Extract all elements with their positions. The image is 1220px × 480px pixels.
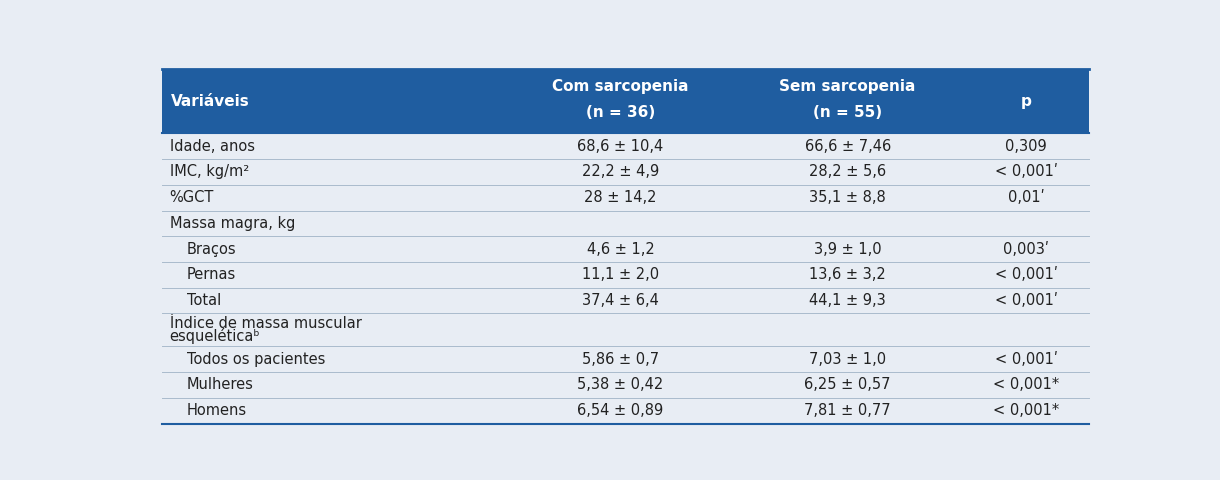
Bar bbox=[162, 398, 1088, 423]
Text: 11,1 ± 2,0: 11,1 ± 2,0 bbox=[582, 267, 659, 282]
Text: %GCT: %GCT bbox=[170, 190, 214, 205]
Text: < 0,001*: < 0,001* bbox=[993, 377, 1059, 393]
Text: esqueléticaᵇ: esqueléticaᵇ bbox=[170, 328, 260, 345]
Text: < 0,001ʹ: < 0,001ʹ bbox=[994, 165, 1058, 180]
Text: (n = 36): (n = 36) bbox=[586, 105, 655, 120]
Text: (n = 55): (n = 55) bbox=[813, 105, 882, 120]
Text: 3,9 ± 1,0: 3,9 ± 1,0 bbox=[814, 241, 881, 257]
Text: Todos os pacientes: Todos os pacientes bbox=[187, 352, 325, 367]
Text: Braços: Braços bbox=[187, 241, 237, 257]
Text: 37,4 ± 6,4: 37,4 ± 6,4 bbox=[582, 293, 659, 308]
Text: 35,1 ± 8,8: 35,1 ± 8,8 bbox=[809, 190, 886, 205]
Text: < 0,001ʹ: < 0,001ʹ bbox=[994, 267, 1058, 282]
Text: Pernas: Pernas bbox=[187, 267, 235, 282]
Text: 7,81 ± 0,77: 7,81 ± 0,77 bbox=[804, 403, 891, 418]
Text: Índice de massa muscular: Índice de massa muscular bbox=[170, 316, 361, 331]
Text: Total: Total bbox=[187, 293, 221, 308]
Text: < 0,001ʹ: < 0,001ʹ bbox=[994, 293, 1058, 308]
Bar bbox=[162, 313, 1088, 347]
Text: 0,003ʹ: 0,003ʹ bbox=[1003, 241, 1049, 257]
Bar bbox=[162, 288, 1088, 313]
Text: Idade, anos: Idade, anos bbox=[170, 139, 255, 154]
Bar bbox=[162, 347, 1088, 372]
Text: 68,6 ± 10,4: 68,6 ± 10,4 bbox=[577, 139, 664, 154]
Text: 6,54 ± 0,89: 6,54 ± 0,89 bbox=[577, 403, 664, 418]
Bar bbox=[162, 159, 1088, 185]
Bar bbox=[162, 133, 1088, 159]
Bar bbox=[162, 262, 1088, 288]
Text: 0,01ʹ: 0,01ʹ bbox=[1008, 190, 1044, 205]
Text: Sem sarcopenia: Sem sarcopenia bbox=[780, 79, 916, 94]
Text: 28,2 ± 5,6: 28,2 ± 5,6 bbox=[809, 165, 886, 180]
Text: Mulheres: Mulheres bbox=[187, 377, 254, 393]
Bar bbox=[162, 69, 1088, 133]
Text: 5,86 ± 0,7: 5,86 ± 0,7 bbox=[582, 352, 659, 367]
Text: Variáveis: Variáveis bbox=[171, 94, 250, 108]
Text: 66,6 ± 7,46: 66,6 ± 7,46 bbox=[804, 139, 891, 154]
Text: 13,6 ± 3,2: 13,6 ± 3,2 bbox=[809, 267, 886, 282]
Text: 44,1 ± 9,3: 44,1 ± 9,3 bbox=[809, 293, 886, 308]
Bar bbox=[162, 211, 1088, 236]
Text: Homens: Homens bbox=[187, 403, 246, 418]
Text: 7,03 ± 1,0: 7,03 ± 1,0 bbox=[809, 352, 886, 367]
Bar bbox=[162, 372, 1088, 398]
Text: 6,25 ± 0,57: 6,25 ± 0,57 bbox=[804, 377, 891, 393]
Text: Com sarcopenia: Com sarcopenia bbox=[553, 79, 689, 94]
Text: 22,2 ± 4,9: 22,2 ± 4,9 bbox=[582, 165, 659, 180]
Text: IMC, kg/m²: IMC, kg/m² bbox=[170, 165, 249, 180]
Text: p: p bbox=[1021, 94, 1031, 108]
Bar bbox=[162, 236, 1088, 262]
Bar bbox=[162, 185, 1088, 211]
Text: 28 ± 14,2: 28 ± 14,2 bbox=[584, 190, 656, 205]
Text: 4,6 ± 1,2: 4,6 ± 1,2 bbox=[587, 241, 654, 257]
Text: 0,309: 0,309 bbox=[1005, 139, 1047, 154]
Text: < 0,001ʹ: < 0,001ʹ bbox=[994, 352, 1058, 367]
Text: 5,38 ± 0,42: 5,38 ± 0,42 bbox=[577, 377, 664, 393]
Text: Massa magra, kg: Massa magra, kg bbox=[170, 216, 295, 231]
Text: < 0,001*: < 0,001* bbox=[993, 403, 1059, 418]
